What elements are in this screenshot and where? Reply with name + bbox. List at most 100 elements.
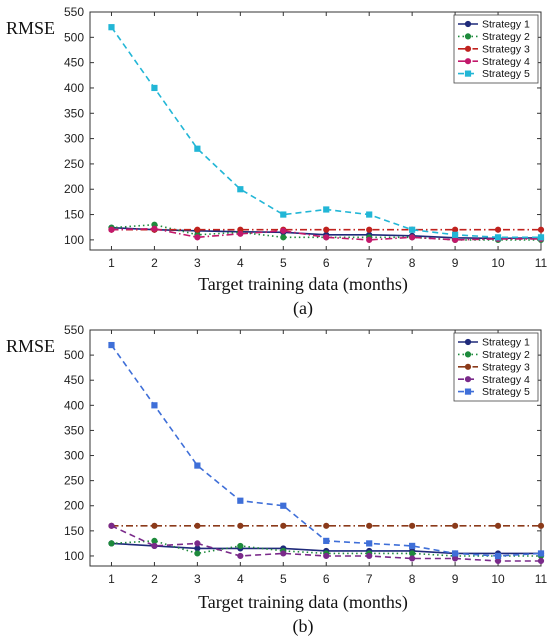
x-tick-label: 10	[491, 256, 505, 270]
data-point	[323, 234, 330, 241]
y-ticks: 100 150 200 250 300 350 400 450 500 550	[64, 323, 541, 563]
data-point	[151, 225, 158, 232]
data-point	[194, 540, 201, 547]
data-point	[237, 542, 244, 550]
data-point	[151, 84, 158, 92]
plot-area-frame	[89, 329, 542, 567]
data-point	[323, 552, 330, 560]
data-point	[366, 552, 373, 560]
data-point	[366, 236, 373, 243]
y-tick-label: 500	[64, 30, 84, 44]
y-tick-label: 400	[64, 81, 84, 95]
chart-panel-a: RMSE 100 150 200 250 300 350 400 450 500 550 1 2 3 4…	[6, 5, 548, 319]
data-point	[409, 234, 416, 241]
data-point	[194, 234, 201, 241]
data-point	[280, 550, 287, 557]
x-tick-label: 5	[280, 572, 287, 586]
data-point	[537, 226, 545, 233]
data-point	[280, 211, 287, 218]
legend-label: Strategy 2	[482, 349, 530, 361]
y-tick-label: 200	[64, 499, 84, 513]
y-tick-label: 550	[64, 5, 84, 19]
data-point	[108, 24, 115, 31]
legend-marker	[464, 70, 472, 77]
data-point	[323, 537, 330, 544]
data-point	[151, 522, 158, 529]
data-point	[451, 236, 459, 243]
panel-label: (a)	[293, 298, 313, 319]
legend-marker	[464, 351, 472, 358]
x-tick-label: 8	[409, 256, 416, 270]
data-point	[537, 234, 545, 241]
data-point	[494, 557, 502, 565]
data-point	[409, 522, 416, 529]
legend-label: Strategy 5	[482, 68, 530, 80]
x-tick-label: 1	[108, 572, 115, 586]
data-point	[409, 555, 416, 562]
data-point	[151, 402, 158, 409]
y-tick-label: 400	[64, 398, 84, 412]
data-point	[237, 552, 244, 560]
data-point	[451, 522, 459, 529]
data-point	[151, 537, 158, 544]
data-point	[451, 231, 459, 238]
data-point	[451, 550, 459, 557]
data-point	[537, 557, 545, 565]
legend-marker	[464, 33, 472, 40]
y-ticks: 100 150 200 250 300 350 400 450 500 550	[64, 5, 541, 247]
legend-label: Strategy 3	[482, 43, 530, 55]
y-tick-label: 150	[64, 524, 84, 538]
data-point	[237, 186, 244, 193]
panel-label: (b)	[293, 616, 314, 637]
x-tick-label: 5	[280, 256, 287, 270]
x-ticks: 1 2 3 4 5 6 7 8 9 10 11	[108, 330, 548, 586]
series-line	[111, 540, 541, 557]
y-tick-label: 150	[64, 208, 84, 222]
data-point	[151, 542, 158, 550]
data-point	[194, 145, 201, 152]
data-point	[280, 227, 287, 234]
x-tick-label: 3	[194, 256, 201, 270]
data-point	[280, 502, 287, 509]
data-point	[194, 550, 201, 557]
x-tick-label: 8	[409, 572, 416, 586]
data-point	[409, 226, 416, 233]
x-tick-label: 7	[366, 572, 373, 586]
legend-entry: Strategy 4	[458, 374, 530, 386]
data-point	[451, 226, 459, 233]
data-point	[194, 545, 201, 552]
legend-marker	[464, 45, 472, 52]
data-point	[194, 522, 201, 529]
x-tick-label: 4	[237, 572, 244, 586]
x-tick-label: 10	[491, 572, 505, 586]
x-tick-label: 9	[452, 572, 459, 586]
data-point	[494, 234, 502, 241]
x-tick-label: 11	[535, 256, 548, 270]
legend-label: Strategy 1	[482, 19, 530, 31]
y-axis-label: RMSE	[6, 18, 55, 38]
data-point	[108, 522, 115, 529]
x-tick-label: 7	[366, 256, 373, 270]
x-ticks: 1 2 3 4 5 6 7 8 9 10 11	[108, 12, 548, 270]
y-tick-label: 550	[64, 323, 84, 337]
x-tick-label: 4	[237, 256, 244, 270]
y-tick-label: 300	[64, 449, 84, 463]
y-tick-label: 450	[64, 56, 84, 70]
chart-panel-b: RMSE 100 150 200 250 300 350 400 450 500 550 1 2 3 4…	[6, 323, 548, 637]
series-layer	[108, 24, 545, 243]
x-tick-label: 2	[151, 256, 158, 270]
x-tick-label: 1	[108, 256, 115, 270]
data-point	[108, 341, 115, 349]
y-tick-label: 100	[64, 549, 84, 563]
legend-label: Strategy 4	[482, 374, 530, 386]
x-axis-label: Target training data (months)	[198, 274, 408, 295]
y-tick-label: 250	[64, 474, 84, 488]
x-tick-label: 9	[452, 256, 459, 270]
data-point	[237, 497, 244, 504]
x-tick-label: 6	[323, 572, 330, 586]
data-point	[108, 540, 115, 547]
legend-marker	[464, 58, 472, 65]
